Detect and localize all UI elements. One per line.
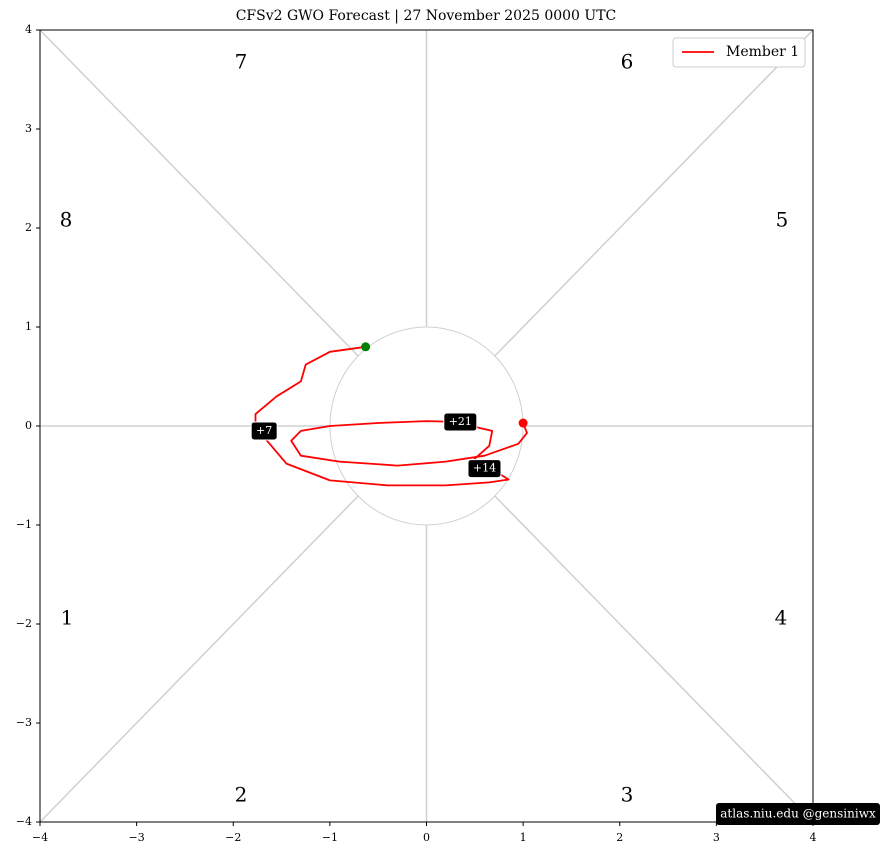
y-tick-label: 4 <box>25 23 32 36</box>
credit-text: atlas.niu.edu @gensiniwx <box>720 807 876 821</box>
y-tick-label: 0 <box>25 419 32 432</box>
annotation-box <box>467 459 502 479</box>
x-tick-label: 0 <box>423 831 430 844</box>
y-tick-label: −4 <box>16 815 32 828</box>
x-tick-label: −2 <box>225 831 241 844</box>
phase-label: 6 <box>621 50 634 74</box>
annotation-label: +14 <box>473 462 496 475</box>
credit-box <box>716 803 880 825</box>
phase-label: 2 <box>235 783 248 807</box>
x-tick-label: −3 <box>129 831 145 844</box>
phase-label: 7 <box>235 50 248 74</box>
annotation-box <box>250 421 278 441</box>
x-tick-label: −1 <box>322 831 338 844</box>
plot-frame <box>39 29 814 823</box>
annotation-label: +21 <box>449 415 472 428</box>
legend-label: Member 1 <box>726 44 799 60</box>
phase-divider <box>39 495 359 823</box>
legend: Member 1 <box>672 37 806 68</box>
phase-label: 1 <box>61 606 74 630</box>
y-tick-label: −3 <box>16 716 32 729</box>
x-tick-label: 3 <box>713 831 720 844</box>
x-tick-label: 4 <box>810 831 817 844</box>
x-tick-label: −4 <box>32 831 48 844</box>
phase-divider <box>494 29 814 357</box>
last-point <box>518 418 528 428</box>
chart-title: CFSv2 GWO Forecast | 27 November 2025 00… <box>236 8 617 24</box>
phase-label: 5 <box>776 208 789 232</box>
annotation-box <box>443 412 478 432</box>
amplitude-circle <box>329 326 524 526</box>
y-tick-label: 3 <box>25 122 32 135</box>
phase-label: 8 <box>60 208 73 232</box>
annotation-label: +7 <box>256 424 272 437</box>
phase-divider <box>494 495 814 823</box>
phase-label: 4 <box>775 606 788 630</box>
x-tick-label: 2 <box>616 831 623 844</box>
trajectory-line <box>254 345 528 487</box>
first-point <box>361 342 371 352</box>
y-tick-label: −2 <box>16 617 32 630</box>
y-tick-label: −1 <box>16 518 32 531</box>
phase-label: 3 <box>621 783 634 807</box>
y-tick-label: 2 <box>25 221 32 234</box>
x-tick-label: 1 <box>520 831 527 844</box>
phase-divider <box>39 29 359 357</box>
y-tick-label: 1 <box>25 320 32 333</box>
legend-box <box>672 37 806 68</box>
